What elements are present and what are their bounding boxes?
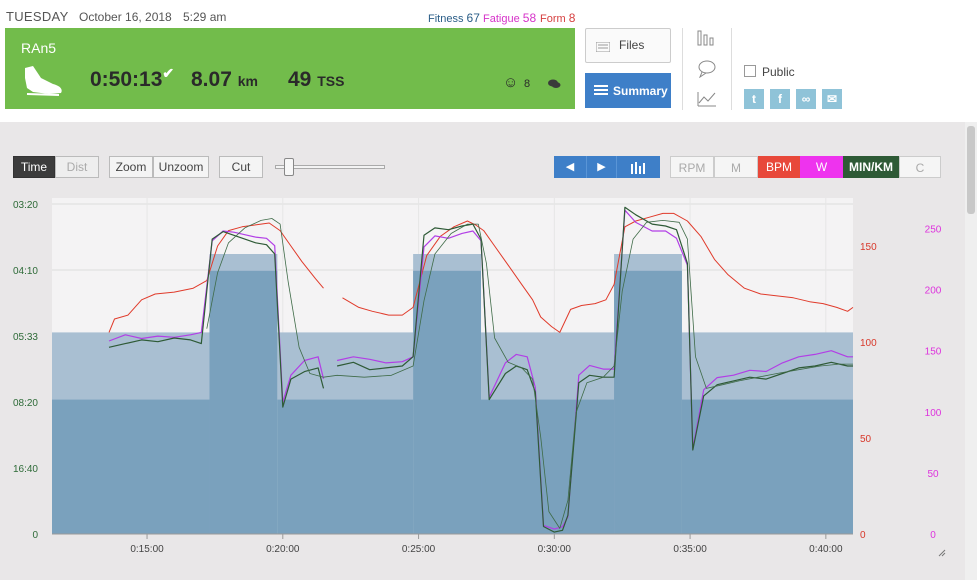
heart-rate-tick-label: 100 bbox=[860, 338, 877, 349]
metric-pace[interactable]: MIN/KM bbox=[843, 156, 899, 178]
laps-bars-button[interactable] bbox=[616, 156, 660, 178]
metric-m[interactable]: M bbox=[714, 156, 758, 178]
activity-duration: 0:50:13✔ bbox=[90, 65, 175, 91]
interval-bar-core bbox=[52, 399, 210, 534]
pace-tick-label: 05:33 bbox=[13, 332, 38, 343]
x-tick-label: 0:20:00 bbox=[266, 544, 300, 555]
metric-rpm[interactable]: RPM bbox=[670, 156, 714, 178]
power-tick-label: 50 bbox=[927, 469, 939, 480]
x-tick-label: 0:15:00 bbox=[130, 544, 164, 555]
email-icon[interactable]: ✉ bbox=[822, 89, 842, 109]
x-tick-label: 0:30:00 bbox=[538, 544, 572, 555]
feel-count: 8 bbox=[524, 78, 531, 90]
pace-tick-label: 04:10 bbox=[13, 266, 38, 277]
zoom-button[interactable]: Zoom bbox=[109, 156, 153, 178]
pace-tick-label: 08:20 bbox=[13, 398, 38, 409]
page-scrollbar[interactable] bbox=[965, 122, 977, 580]
cut-button[interactable]: Cut bbox=[219, 156, 263, 178]
metric-c[interactable]: C bbox=[899, 156, 941, 178]
twitter-icon[interactable]: t bbox=[744, 89, 764, 109]
pace-tick-label: 03:20 bbox=[13, 200, 38, 211]
power-tick-label: 200 bbox=[925, 286, 942, 297]
form-metric: Form 8 bbox=[540, 11, 576, 25]
divider bbox=[682, 28, 683, 110]
previous-button[interactable]: ◀ bbox=[554, 156, 586, 178]
list-icon bbox=[594, 84, 608, 98]
interval-bar-core bbox=[481, 399, 615, 534]
power-tick-label: 150 bbox=[925, 347, 942, 358]
heart-rate-line bbox=[108, 222, 324, 333]
pace-tick-label: 16:40 bbox=[13, 464, 38, 475]
x-tick-label: 0:35:00 bbox=[673, 544, 707, 555]
x-tick-label: 0:40:00 bbox=[809, 544, 843, 555]
files-icon bbox=[595, 41, 611, 55]
power-tick-label: 0 bbox=[930, 530, 936, 541]
facebook-icon[interactable]: f bbox=[770, 89, 790, 109]
distance-axis-button[interactable]: Dist bbox=[55, 156, 99, 178]
speech-bubble-icon[interactable] bbox=[697, 60, 717, 83]
public-label: Public bbox=[762, 65, 795, 79]
power-tick-label: 100 bbox=[925, 408, 942, 419]
next-button[interactable]: ▶ bbox=[586, 156, 616, 178]
interval-bar-core bbox=[614, 270, 682, 534]
heart-rate-tick-label: 50 bbox=[860, 434, 872, 445]
fatigue-metric: Fatigue 58 bbox=[483, 11, 537, 25]
activity-distance: 8.07 km bbox=[191, 68, 258, 91]
comments-icon[interactable] bbox=[547, 77, 561, 95]
interval-bar-core bbox=[277, 399, 414, 534]
zoom-slider-track[interactable] bbox=[275, 165, 385, 169]
activity-chart[interactable]: 0:15:00 0:20:00 0:25:00 0:30:00 0:35:00 0:40:… bbox=[0, 190, 960, 570]
activity-summary-card: RAn5 0:50:13✔ 8.07 km 49 TSS ☺ 8 bbox=[5, 28, 575, 109]
metric-bpm[interactable]: BPM bbox=[758, 156, 800, 178]
fitness-metric: Fitness 67 bbox=[428, 11, 480, 25]
time-axis-button[interactable]: Time bbox=[13, 156, 55, 178]
divider bbox=[731, 28, 732, 110]
heart-rate-line bbox=[342, 212, 854, 333]
activity-time: 5:29 am bbox=[183, 10, 227, 24]
running-shoe-icon bbox=[19, 64, 65, 103]
summary-button[interactable]: Summary bbox=[585, 73, 671, 108]
power-line bbox=[108, 230, 325, 403]
interval-bar-core bbox=[209, 270, 278, 534]
unzoom-button[interactable]: Unzoom bbox=[153, 156, 209, 178]
pace-line bbox=[336, 206, 853, 533]
activity-tss: 49 TSS bbox=[288, 68, 345, 91]
power-tick-label: 250 bbox=[925, 225, 942, 236]
resize-handle-icon bbox=[938, 549, 946, 557]
pace-tick-label: 0 bbox=[32, 530, 38, 541]
power-line bbox=[336, 209, 853, 530]
public-checkbox[interactable] bbox=[744, 65, 756, 77]
activity-date: October 16, 2018 bbox=[79, 10, 172, 24]
interval-bar-core bbox=[681, 399, 853, 534]
bar-chart-icon[interactable] bbox=[697, 29, 717, 52]
heart-rate-tick-label: 0 bbox=[860, 530, 866, 541]
link-icon[interactable]: ∞ bbox=[796, 89, 816, 109]
pace-line bbox=[108, 231, 325, 408]
pace-trend-line bbox=[206, 218, 853, 529]
interval-bar-core bbox=[413, 270, 482, 534]
scrollbar-thumb[interactable] bbox=[967, 126, 975, 214]
line-chart-icon[interactable] bbox=[697, 90, 717, 113]
x-tick-label: 0:25:00 bbox=[402, 544, 436, 555]
activity-header: TUESDAY October 16, 2018 5:29 am Fitness… bbox=[0, 0, 977, 122]
zoom-slider-handle[interactable] bbox=[284, 158, 294, 176]
metric-watts[interactable]: W bbox=[800, 156, 843, 178]
activity-name[interactable]: RAn5 bbox=[21, 40, 57, 56]
check-icon: ✔ bbox=[162, 65, 175, 81]
day-of-week: TUESDAY bbox=[6, 9, 69, 24]
smiley-icon[interactable]: ☺ bbox=[503, 74, 519, 91]
bar-chart-icon bbox=[631, 161, 647, 179]
files-button[interactable]: Files bbox=[585, 28, 671, 63]
heart-rate-tick-label: 150 bbox=[860, 242, 877, 253]
